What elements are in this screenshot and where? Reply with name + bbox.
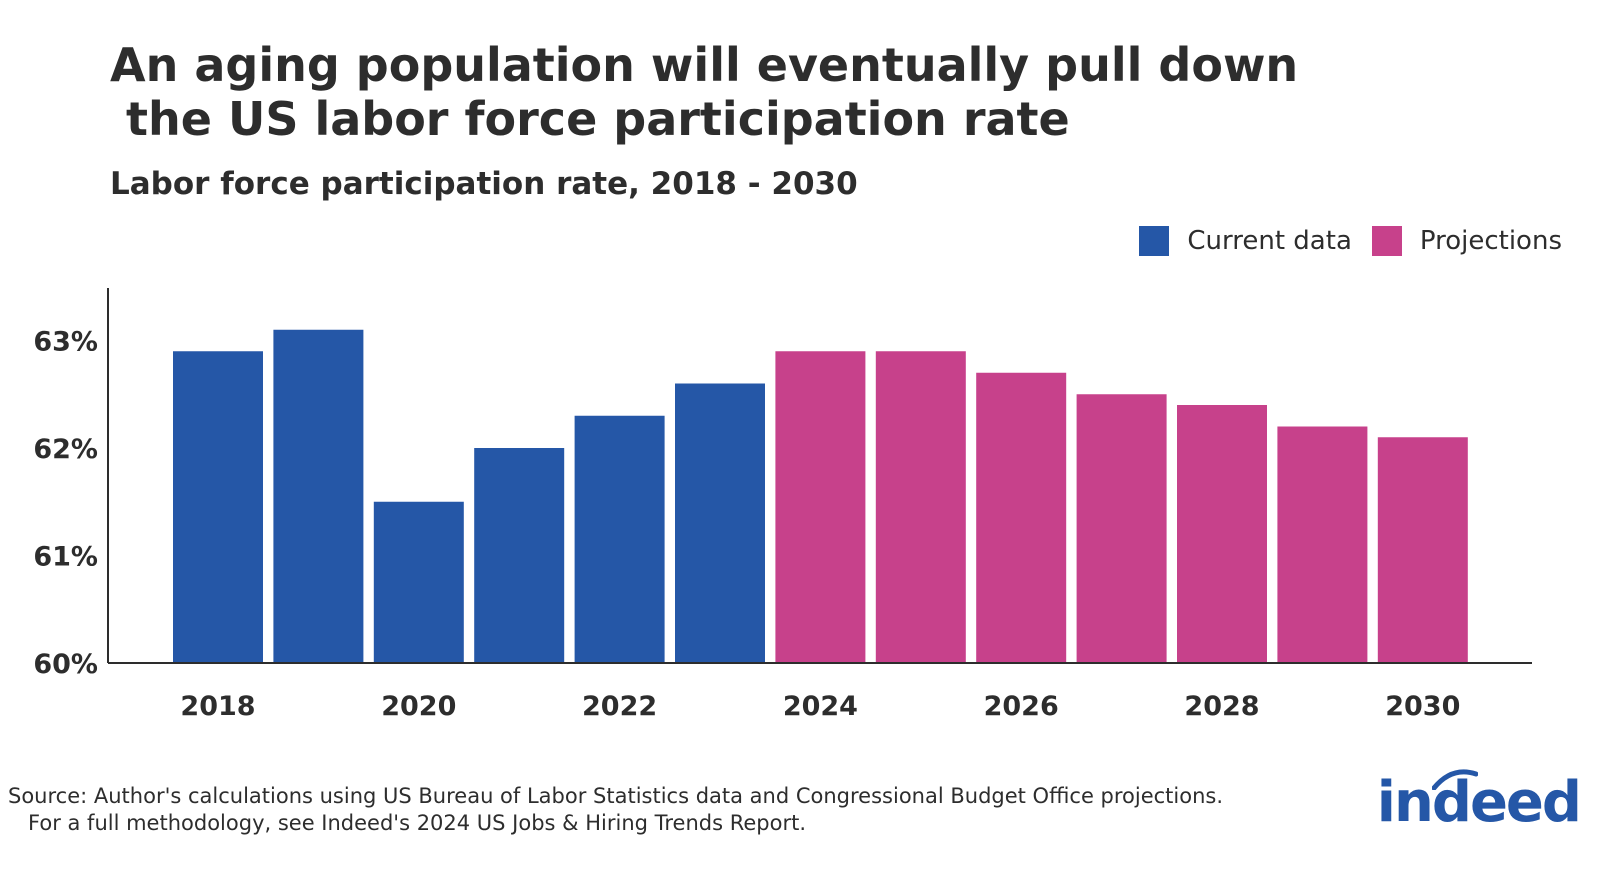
bar-2029 xyxy=(1277,426,1368,663)
source-note: Source: Author's calculations using US B… xyxy=(8,783,1223,837)
title-line-2: the US labor force participation rate xyxy=(110,92,1070,146)
x-tick-label: 2020 xyxy=(381,691,456,722)
x-tick-label: 2022 xyxy=(582,691,657,722)
legend-swatch-projections xyxy=(1371,226,1402,256)
bar-2024 xyxy=(775,351,866,663)
x-tick-label: 2026 xyxy=(984,691,1059,722)
legend-swatch-current xyxy=(1139,226,1170,256)
bar-2020 xyxy=(373,501,464,663)
bar-2022 xyxy=(574,415,665,663)
bar-2027 xyxy=(1076,394,1167,663)
indeed-logo: indeed xyxy=(1376,770,1582,835)
bar-2025 xyxy=(875,351,966,663)
title-line-1: An aging population will eventually pull… xyxy=(110,38,1299,92)
legend-label-projections: Projections xyxy=(1419,226,1562,256)
legend-label-current: Current data xyxy=(1187,226,1352,256)
chart-subtitle: Labor force participation rate, 2018 - 2… xyxy=(110,166,858,202)
x-tick-label: 2030 xyxy=(1385,691,1460,722)
bar-2018 xyxy=(173,351,263,663)
bar-2023 xyxy=(675,383,765,663)
bar-2021 xyxy=(474,448,565,663)
bar-2026 xyxy=(976,372,1067,663)
y-tick-label: 63% xyxy=(33,327,98,358)
y-tick-label: 61% xyxy=(33,542,98,573)
y-tick-label: 60% xyxy=(33,649,98,680)
legend: Current data Projections xyxy=(1119,226,1562,256)
legend-item-projections: Projections xyxy=(1371,226,1562,256)
source-line-2: For a full methodology, see Indeed's 202… xyxy=(8,811,807,835)
bar-2030 xyxy=(1377,437,1468,663)
x-tick-label: 2024 xyxy=(783,691,858,722)
legend-item-current: Current data xyxy=(1139,226,1352,256)
chart-title: An aging population will eventually pull… xyxy=(110,38,1298,146)
y-tick-label: 62% xyxy=(33,434,98,465)
source-line-1: Source: Author's calculations using US B… xyxy=(8,784,1224,808)
bar-2028 xyxy=(1177,405,1267,663)
indeed-logo-arc-icon xyxy=(1432,769,1478,790)
x-tick-label: 2028 xyxy=(1184,691,1259,722)
bar-chart: 60% 61% 62% 63% 2018 2020 2022 2024 2026 2028 2030 xyxy=(33,288,1532,722)
bar-2019 xyxy=(273,329,364,663)
x-tick-label: 2018 xyxy=(180,691,255,722)
